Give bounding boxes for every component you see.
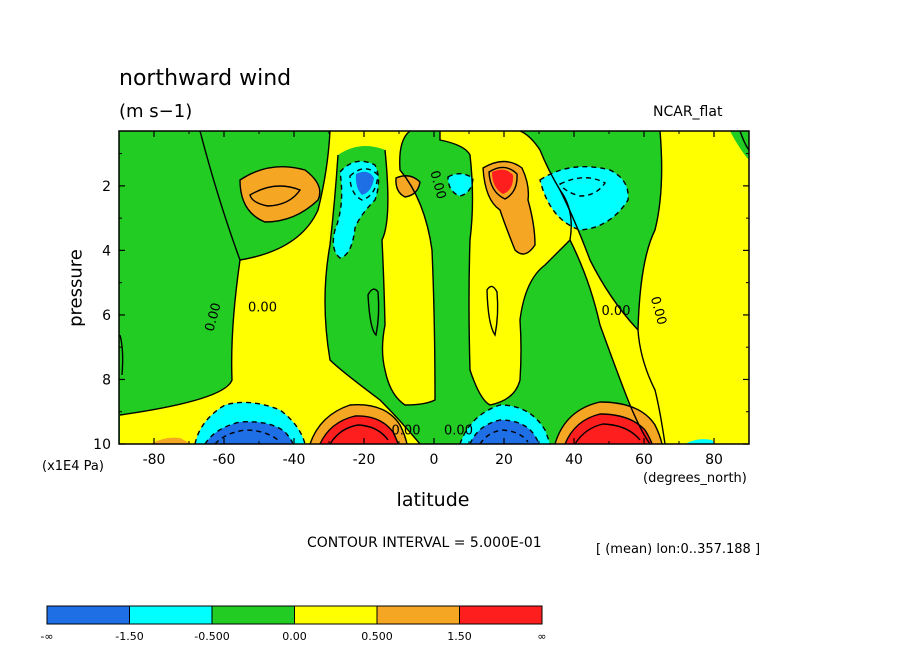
contour-line: [637, 131, 663, 331]
contour-line: [249, 185, 302, 207]
colorbar-label: -1.50: [115, 630, 143, 643]
region-red-surface-sh: [320, 415, 398, 444]
contour-line: [309, 403, 408, 444]
region-yellow-sh: [120, 131, 435, 444]
contour-line: [559, 189, 666, 444]
region-yellow-island-nh: [487, 286, 498, 335]
contour-lines: [119, 131, 749, 444]
contour-line: [239, 165, 321, 223]
region-blue-core-upper: [355, 171, 374, 195]
contour-line: [239, 131, 331, 261]
region-yellow-nh-edge: [638, 131, 749, 444]
x-axis: -80 -60 -40 -20 0 20 40 60 80: [118, 131, 750, 468]
contour-line-negative: [204, 421, 294, 444]
region-red-surface-nh: [565, 414, 652, 444]
contour-line: [324, 154, 421, 444]
contour-label: 0.00: [444, 423, 473, 438]
colorbar-label: ∞: [537, 630, 546, 643]
x-tick-label: 0: [430, 452, 439, 468]
x-tick-label: 40: [565, 452, 583, 468]
y-axis: 2 4 6 8 10: [93, 153, 749, 453]
contour-line: [119, 131, 241, 416]
contour-line: [554, 401, 663, 444]
contour-label: 0.00: [426, 169, 448, 201]
contour-interval: CONTOUR INTERVAL = 5.000E-01: [307, 535, 542, 551]
contour-line-negative: [539, 165, 629, 231]
contour-labels: 0.00 0.00 0.00 0.00 0.00 0.00 0.00: [203, 169, 669, 438]
colorbar-swatch: [376, 605, 460, 625]
region-red-core-upper: [492, 169, 514, 194]
contour-line-negative: [349, 168, 379, 201]
colorbar-swatch: [211, 605, 295, 625]
colorbar-label: 0.500: [361, 630, 393, 643]
contour-line-negative: [194, 401, 306, 444]
region-cyan-surface-edge: [685, 439, 715, 444]
region-blue-surface-sh: [205, 421, 293, 444]
contour-line: [569, 239, 651, 444]
y-tick-label: 8: [102, 372, 111, 388]
region-yellow-nh-2: [560, 190, 665, 444]
contour-label: 0.00: [392, 423, 421, 438]
colorbar-swatch: [294, 605, 378, 625]
chart-title: northward wind: [119, 66, 292, 91]
contour-line: [488, 166, 518, 200]
contour-line: [395, 175, 421, 198]
contour-label: 0.00: [203, 301, 225, 333]
chart-units: (m s−1): [119, 101, 193, 122]
colorbar-swatch: [46, 605, 130, 625]
region-green-island-sh: [368, 289, 379, 335]
contour-line: [439, 131, 572, 406]
contour-line: [486, 285, 499, 337]
x-tick-label: -20: [353, 452, 376, 468]
y-tick-label: 4: [102, 243, 111, 259]
colorbar-label: -∞: [40, 630, 53, 643]
region-orange-sh: [240, 166, 320, 222]
contour-line: [482, 160, 536, 255]
x-axis-units: (degrees_north): [643, 471, 747, 486]
contour-line-negative: [459, 404, 551, 444]
colorbar-label: 0.00: [282, 630, 307, 643]
colormap-name: NCAR_flat: [653, 104, 723, 120]
x-tick-label: -60: [213, 452, 236, 468]
x-tick-label: -80: [143, 452, 166, 468]
y-tick-label: 2: [102, 179, 111, 195]
mean-info: [ (mean) lon:0..357.188 ]: [596, 542, 761, 557]
contour-line: [329, 424, 389, 444]
colorbar-swatch: [129, 605, 213, 625]
x-tick-label: 80: [705, 452, 723, 468]
contour-line: [319, 415, 399, 444]
region-green-sh-edge: [120, 131, 240, 415]
contour-fill: [119, 131, 749, 444]
contour-line: [574, 423, 641, 444]
contour-line-negative: [469, 419, 540, 444]
y-tick-label: 6: [102, 308, 111, 324]
colorbar-swatch: [459, 605, 543, 625]
y-axis-units: (x1E4 Pa): [42, 459, 104, 474]
contour-label: 0.00: [602, 304, 631, 319]
region-blue-surface-nh: [470, 420, 539, 444]
contour-label: 0.00: [647, 295, 669, 327]
contour-line: [381, 131, 436, 406]
x-tick-label: 60: [635, 452, 653, 468]
region-orange-surface-edge: [150, 437, 190, 444]
contour-lines-negative: [194, 160, 629, 444]
x-tick-label: -40: [283, 452, 306, 468]
colorbar-label: 1.50: [447, 630, 472, 643]
contour-line: [367, 288, 380, 337]
contour-line: [564, 413, 653, 444]
contour-line-negative: [479, 429, 529, 444]
colorbar: -∞ -1.50 -0.500 0.00 0.500 1.50 ∞: [40, 605, 547, 643]
contour-line-negative: [447, 173, 474, 197]
contour-line-negative: [332, 160, 380, 259]
region-cyan-small: [448, 173, 473, 196]
contour-label: 0.00: [248, 301, 277, 316]
x-tick-label: 20: [495, 452, 513, 468]
x-axis-label: latitude: [396, 489, 470, 511]
contour-line: [119, 334, 124, 376]
colorbar-label: -0.500: [194, 630, 229, 643]
y-tick-label: 10: [93, 437, 111, 453]
